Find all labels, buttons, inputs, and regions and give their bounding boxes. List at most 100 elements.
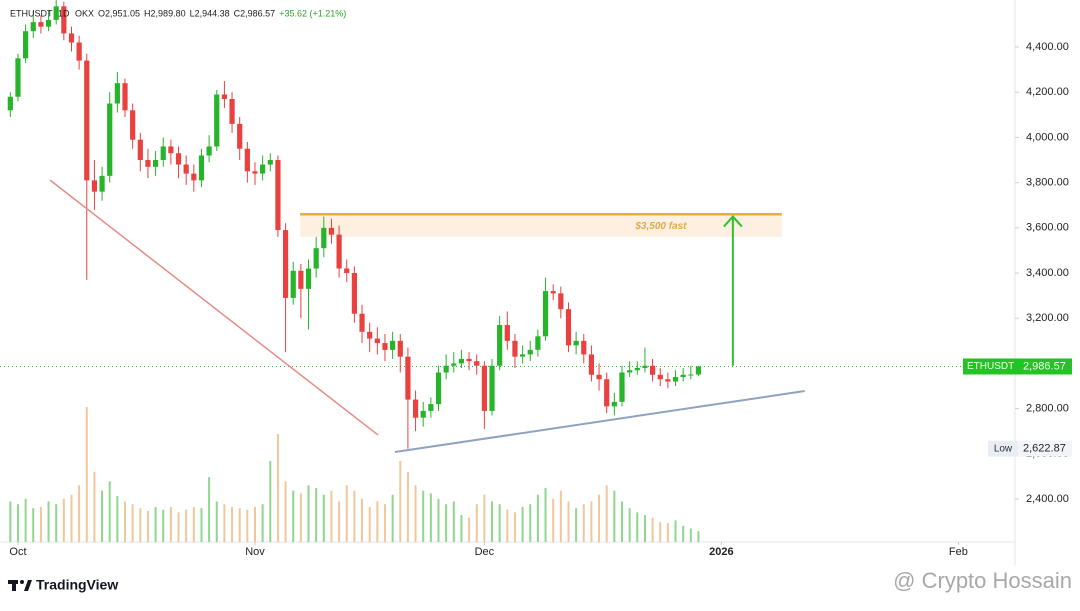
candle-body	[520, 354, 526, 357]
candle-body	[107, 103, 113, 176]
uptrend-line	[394, 390, 805, 454]
volume-bar	[162, 509, 165, 542]
volume-bar	[32, 508, 35, 542]
volume-bar	[85, 407, 88, 542]
candle-body	[435, 372, 442, 405]
volume-bar	[475, 504, 478, 542]
low-value-box	[1018, 440, 1072, 457]
candle-body	[175, 153, 182, 165]
volume-bar	[666, 523, 669, 542]
volume-bar	[544, 488, 547, 542]
candle-body	[665, 379, 671, 382]
volume-bar	[391, 494, 394, 542]
volume-bar	[154, 506, 157, 542]
volume-bar	[620, 501, 623, 542]
volume-bar	[261, 504, 264, 542]
volume-bar	[322, 494, 325, 542]
candle-body	[657, 374, 663, 380]
candle-body	[535, 336, 541, 350]
volume-bar	[406, 471, 409, 542]
candle-body	[458, 358, 465, 364]
volume-bar	[116, 496, 119, 542]
volume-bar	[146, 510, 149, 542]
volume-bar	[567, 501, 570, 542]
volume-bar	[70, 494, 73, 542]
last-price-value: 2,986.57	[1023, 360, 1066, 372]
volume-bar	[598, 494, 601, 542]
candle-body	[374, 338, 380, 344]
candle-body	[367, 331, 373, 339]
volume-bar	[24, 498, 27, 542]
candle-body	[627, 370, 633, 373]
candle-body	[344, 268, 350, 274]
candle-body	[451, 363, 457, 366]
candle-body	[290, 270, 296, 298]
volume-bar	[452, 501, 455, 542]
candle-body	[412, 399, 419, 418]
x-tick-label: Feb	[949, 546, 968, 558]
candle-body	[558, 293, 564, 310]
volume-bar	[383, 504, 386, 542]
x-tick-label: 2026	[709, 546, 733, 558]
volume-bar	[536, 494, 539, 542]
candle-body	[634, 367, 640, 371]
volume-bar	[506, 509, 509, 542]
header-symbol: ETHUSDT	[10, 8, 53, 18]
volume-bar	[238, 508, 241, 542]
logo: TradingView	[36, 577, 118, 593]
volume-bar	[9, 501, 12, 542]
candle-body	[221, 94, 228, 99]
candle-body	[428, 404, 434, 411]
candle-body	[328, 227, 335, 235]
volume-bar	[330, 490, 333, 542]
candle-body	[183, 164, 189, 174]
candle-body	[130, 110, 136, 140]
candle-body	[420, 410, 426, 418]
candle-body	[359, 313, 365, 332]
candle-body	[282, 230, 289, 298]
volume-bar	[177, 512, 180, 542]
candle-body	[38, 22, 44, 27]
x-tick-label: Dec	[475, 546, 495, 558]
candle-body	[565, 309, 572, 346]
volume-bar	[460, 515, 463, 542]
volume-bar	[131, 504, 134, 542]
y-tick-label: 2,400.00	[1026, 493, 1069, 505]
last-price-box	[963, 358, 1072, 375]
candle-body	[481, 365, 487, 411]
volume-bar	[697, 531, 700, 542]
candle-body	[7, 96, 13, 111]
y-tick-label: 3,200.00	[1026, 312, 1069, 324]
header-ohlc: O2,951.05	[98, 8, 140, 18]
volume-bar	[521, 506, 524, 542]
candle-body	[137, 139, 143, 161]
candle-body	[99, 175, 105, 192]
candle-body	[91, 180, 98, 192]
candle-body	[512, 340, 518, 357]
y-tick-label: 2,800.00	[1026, 403, 1069, 415]
candle-body	[611, 401, 617, 407]
candle-body	[198, 155, 205, 181]
volume-bar	[643, 515, 646, 542]
candle-body	[206, 146, 212, 156]
header-ohlc: H2,989.80	[144, 8, 186, 18]
candle-body	[145, 160, 151, 167]
candle-body	[76, 42, 82, 61]
candle-body	[466, 358, 472, 362]
candle-body	[68, 33, 75, 43]
volume-bar	[93, 471, 96, 542]
candle-body	[267, 160, 273, 165]
candle-body	[30, 22, 36, 32]
volume-bar	[345, 485, 348, 542]
candle-body	[497, 325, 503, 366]
volume-bar	[582, 504, 585, 542]
candle-body	[214, 94, 220, 147]
candle-body	[405, 356, 411, 400]
candle-body	[260, 164, 266, 174]
candle-body	[504, 325, 510, 341]
volume-bar	[376, 501, 379, 542]
header-ohlc: C2,986.57	[234, 8, 276, 18]
candle-body	[695, 366, 702, 375]
candle-body	[122, 83, 128, 111]
